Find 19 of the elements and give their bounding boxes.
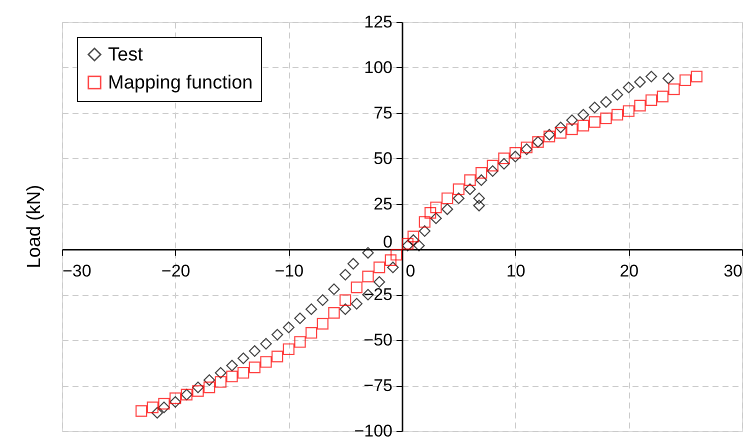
x-tick-label: 0 bbox=[406, 262, 416, 281]
x-tick-label: 30 bbox=[724, 262, 742, 281]
x-tick-label: −10 bbox=[274, 262, 304, 281]
legend-label: Test bbox=[108, 44, 144, 66]
y-tick-label: 50 bbox=[374, 148, 392, 168]
legend-label: Mapping function bbox=[108, 72, 253, 94]
y-tick-label: −100 bbox=[354, 422, 392, 438]
y-tick-label: 25 bbox=[374, 194, 392, 214]
y-tick-label: −50 bbox=[364, 330, 392, 350]
x-tick-label: −20 bbox=[161, 262, 190, 281]
x-tick-label: 20 bbox=[620, 262, 639, 281]
y-tick-label: 75 bbox=[374, 103, 392, 122]
x-tick-label: 10 bbox=[506, 262, 526, 281]
x-tick-label: −30 bbox=[62, 262, 92, 281]
y-tick-label: 0 bbox=[383, 232, 392, 252]
y-axis-title: Load (kN) bbox=[24, 184, 45, 268]
y-tick-label: −75 bbox=[364, 376, 392, 396]
y-tick-label: 100 bbox=[364, 58, 392, 77]
y-tick-label: 125 bbox=[364, 12, 392, 32]
